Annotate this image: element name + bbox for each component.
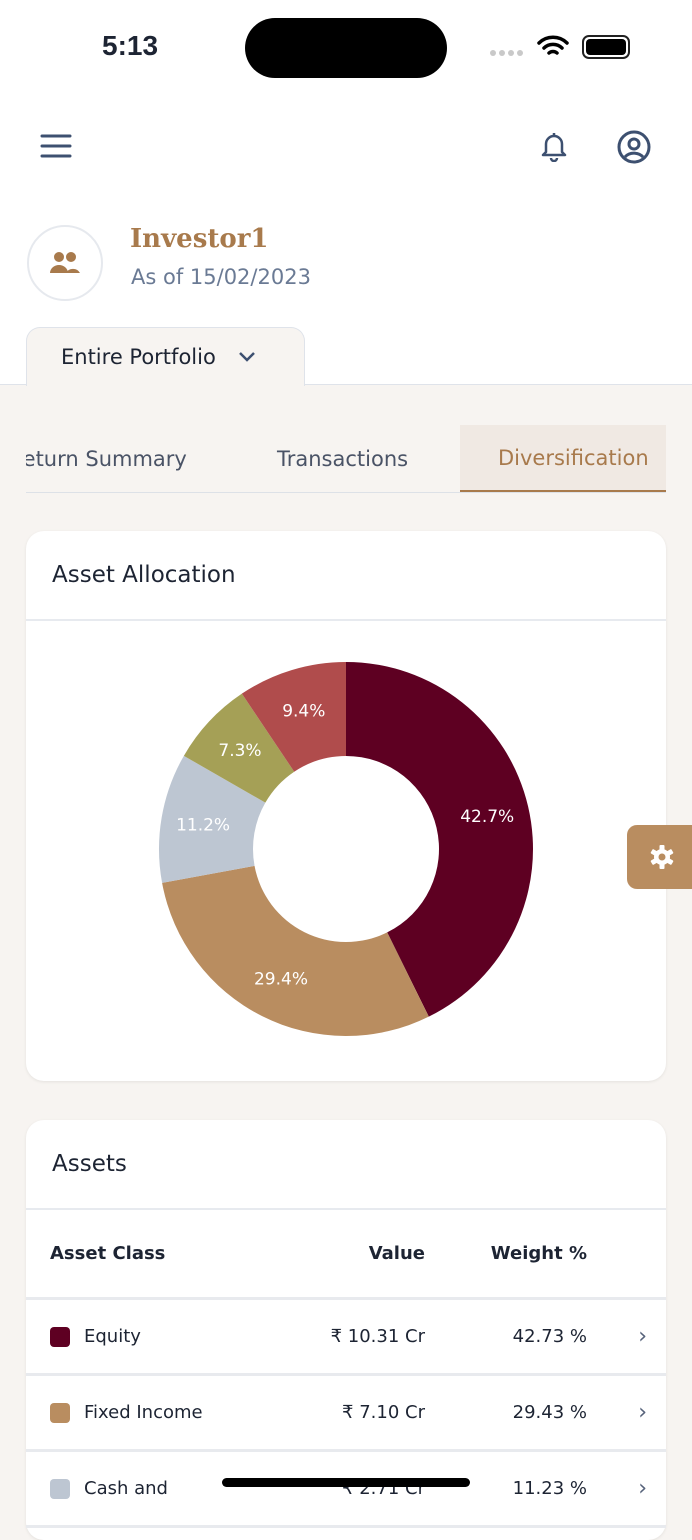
slice-label: 9.4% [282, 701, 325, 721]
table-row[interactable]: Fixed Income ₹ 7.10 Cr 29.43 % › [26, 1376, 666, 1452]
home-indicator [222, 1478, 470, 1487]
asset-weight: 29.43 % [512, 1402, 587, 1423]
asset-value: ₹ 7.10 Cr [342, 1402, 425, 1423]
slice-other[interactable] [241, 662, 346, 772]
slice-label: 7.3% [218, 741, 261, 761]
asset-class: Fixed Income [84, 1402, 203, 1423]
users-icon [50, 252, 80, 273]
investor-avatar [27, 225, 103, 301]
table-row[interactable]: Equity ₹ 10.31 Cr 42.73 % › [26, 1300, 666, 1376]
color-swatch [50, 1402, 70, 1423]
portfolio-select[interactable]: Entire Portfolio [26, 327, 305, 386]
settings-button[interactable] [627, 825, 692, 889]
gear-icon [650, 845, 674, 869]
asset-weight: 11.23 % [512, 1478, 587, 1499]
header-area: 5:13 Investor1 As of 15/02/2023 Entire P… [0, 0, 692, 386]
table-row[interactable]: Cash and ₹ 2.71 Cr 11.23 % › [26, 1452, 666, 1528]
chevron-right-icon[interactable]: › [638, 1324, 647, 1349]
column-header: Asset Class [50, 1243, 166, 1264]
assets-card: Assets Asset Class Value Weight % Equity… [26, 1120, 666, 1540]
dynamic-island [245, 18, 447, 78]
investor-name: Investor1 [130, 224, 269, 254]
asset-allocation-card: Asset Allocation 42.7% 29.4% 11.2% 7.3% 9.4% [26, 531, 666, 1081]
chevron-down-icon [238, 352, 255, 362]
chevron-right-icon[interactable]: › [638, 1400, 647, 1425]
as-of-date: As of 15/02/2023 [131, 265, 311, 289]
tab-transactions[interactable]: Transactions [277, 447, 409, 471]
asset-weight: 42.73 % [512, 1326, 587, 1347]
signal-icon [490, 50, 523, 56]
column-header: Weight % [490, 1243, 587, 1264]
slice-label: 42.7% [460, 807, 514, 827]
asset-value: ₹ 10.31 Cr [330, 1326, 425, 1347]
card-title: Assets [26, 1120, 666, 1210]
asset-class: Cash and [84, 1478, 168, 1499]
bell-icon[interactable] [539, 130, 569, 162]
menu-icon[interactable] [40, 132, 72, 160]
slice-label: 29.4% [254, 970, 308, 990]
card-title: Asset Allocation [26, 531, 666, 621]
column-header: Value [368, 1243, 425, 1264]
status-time: 5:13 [102, 30, 159, 61]
table-header: Asset Class Value Weight % [26, 1210, 666, 1300]
donut-chart: 42.7% 29.4% 11.2% 7.3% 9.4% [159, 662, 533, 1036]
slice-alternatives[interactable] [183, 693, 295, 803]
tab-return-summary[interactable]: Return Summary [26, 447, 187, 471]
tab-bar: Return Summary Transactions Diversificat… [26, 425, 666, 493]
color-swatch [50, 1326, 70, 1347]
portfolio-select-label: Entire Portfolio [61, 345, 216, 369]
asset-class: Equity [84, 1326, 141, 1347]
slice-label: 11.2% [176, 816, 230, 836]
tab-diversification[interactable]: Diversification [460, 425, 666, 492]
slice-fixed-income[interactable] [162, 865, 429, 1036]
wifi-icon [537, 35, 569, 55]
color-swatch [50, 1478, 70, 1499]
chevron-right-icon[interactable]: › [638, 1476, 647, 1501]
slice-equity[interactable] [346, 662, 533, 1017]
profile-icon[interactable] [616, 129, 652, 165]
battery-icon [582, 35, 630, 59]
slice-cash-and-equivalents[interactable] [159, 755, 266, 883]
